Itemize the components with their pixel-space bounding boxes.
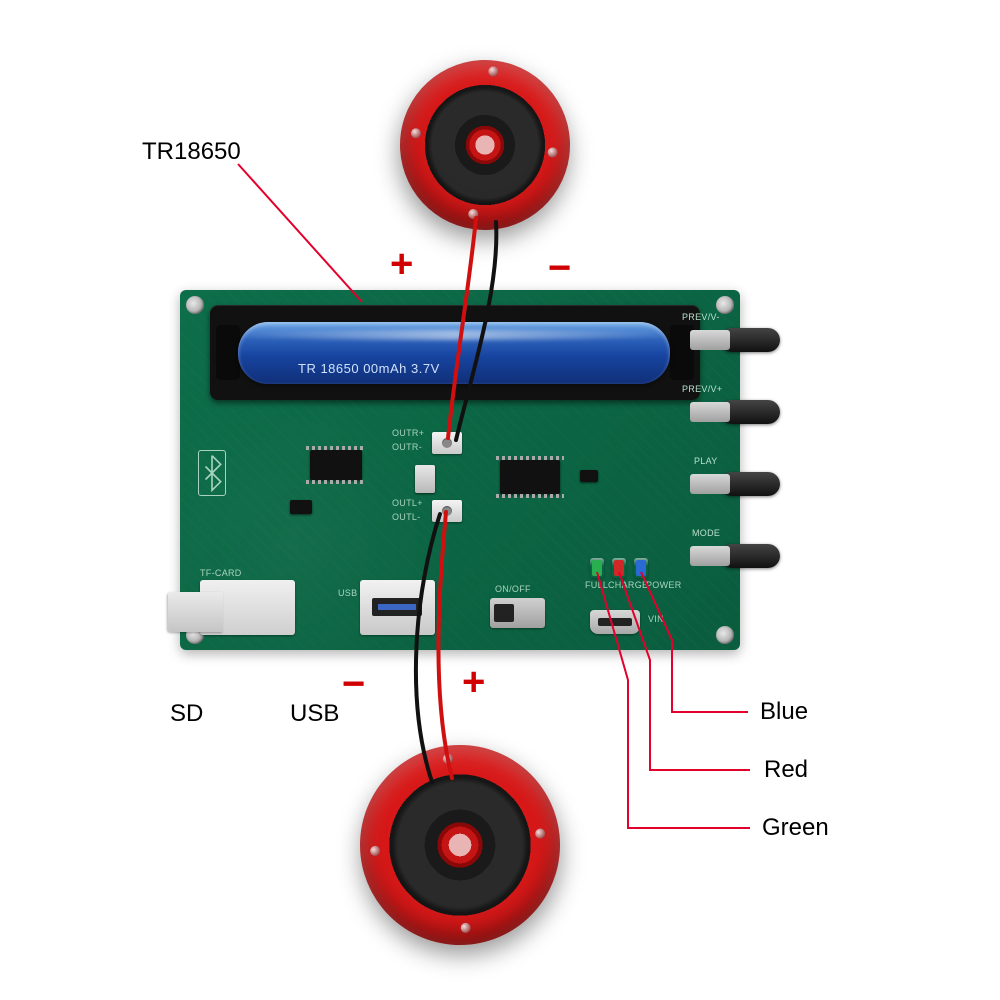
button-prev-plus — [720, 400, 780, 424]
smd-component — [290, 500, 312, 514]
silk-charge: CHARGE — [608, 580, 648, 590]
polarity-plus-top: + — [390, 242, 413, 287]
label-usb: USB — [290, 700, 339, 728]
silk-outl-plus: OUTL+ — [392, 498, 423, 508]
battery-clip — [216, 325, 240, 380]
btn-label-2: PREV/V+ — [682, 384, 722, 394]
silk-full: FULL — [585, 580, 608, 590]
silk-onoff: ON/OFF — [495, 584, 531, 594]
silk-outr-minus: OUTR- — [392, 442, 422, 452]
label-green: Green — [762, 814, 829, 842]
battery-18650: TR 18650 00mAh 3.7V — [238, 322, 670, 384]
btn-label-4: MODE — [692, 528, 720, 538]
label-blue: Blue — [760, 698, 808, 726]
speaker-bottom — [350, 735, 570, 955]
speaker-cone — [350, 735, 570, 955]
polarity-plus-bottom: + — [462, 660, 485, 705]
silk-vin: VIN — [648, 614, 664, 624]
polarity-minus-bottom: − — [342, 662, 365, 707]
led-green — [590, 558, 604, 578]
sd-card — [168, 592, 223, 632]
label-sd: SD — [170, 700, 203, 728]
button-play — [720, 472, 780, 496]
label-red: Red — [764, 756, 808, 784]
led-blue — [634, 558, 648, 578]
button-mode — [720, 544, 780, 568]
power-switch — [490, 598, 545, 628]
speaker-cone — [389, 49, 581, 241]
led-red — [612, 558, 626, 578]
polarity-minus-top: − — [548, 246, 571, 291]
crystal — [415, 465, 435, 493]
speaker-top — [389, 49, 581, 241]
silk-outl-minus: OUTL- — [392, 512, 421, 522]
usb-port — [360, 580, 435, 635]
button-prev-minus — [720, 328, 780, 352]
btn-label-1: PREV/V- — [682, 312, 720, 322]
mounting-hole — [716, 626, 734, 644]
ic-chip — [310, 450, 362, 480]
micro-usb-port — [590, 610, 640, 634]
label-tr18650: TR18650 — [142, 138, 241, 166]
silk-tfcard: TF-CARD — [200, 568, 242, 578]
silk-outr-plus: OUTR+ — [392, 428, 424, 438]
btn-label-3: PLAY — [694, 456, 718, 466]
silk-usb: USB — [338, 588, 357, 598]
speaker-terminal-l — [432, 500, 462, 522]
smd-component — [580, 470, 598, 482]
mounting-hole — [186, 296, 204, 314]
silk-power: POWER — [646, 580, 682, 590]
ic-chip — [500, 460, 560, 494]
battery-print: TR 18650 00mAh 3.7V — [298, 361, 440, 376]
speaker-terminal-r — [432, 432, 462, 454]
bluetooth-icon — [198, 450, 226, 496]
